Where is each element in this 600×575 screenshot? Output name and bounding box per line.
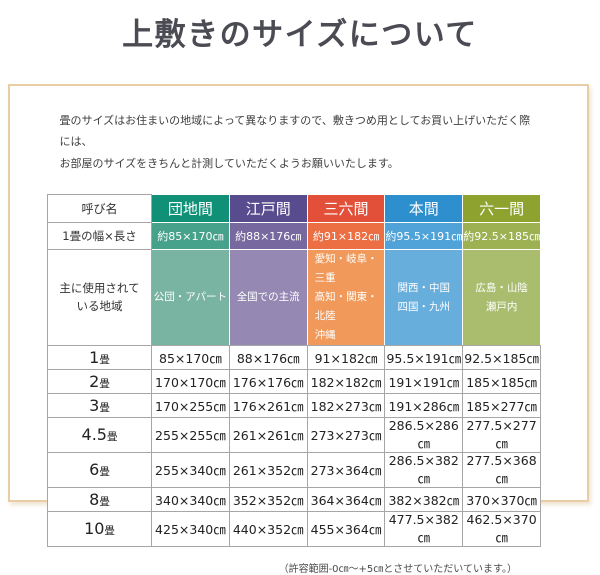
column-header-danchima: 団地間 [151, 194, 230, 224]
region-cell: 全国での主流 [228, 249, 308, 346]
table-header-row: 呼び名 団地間 江戸間 三六間 本間 六一間 [47, 194, 541, 224]
size-cell: 85×170㎝ [151, 344, 230, 370]
column-header-sabuma: 三六間 [306, 194, 386, 224]
tatami-size-cell: 約95.5×191㎝ [384, 222, 464, 251]
column-header-honma: 本間 [384, 194, 464, 224]
tatami-size-cell: 約91×182㎝ [306, 222, 386, 251]
page-title: 上敷きのサイズについて [122, 17, 478, 53]
size-cell: 255×255㎝ [151, 416, 230, 453]
row-label: 主に使用されて いる地域 [47, 249, 152, 346]
size-cell: 92.5×185㎝ [462, 344, 541, 370]
size-cell: 286.5×382㎝ [384, 451, 464, 488]
size-cell: 273×364㎝ [306, 451, 386, 488]
content-frame: 畳のサイズはお住まいの地域によって異なりますので、敷きつめ用としてお買い上げいた… [8, 84, 589, 575]
size-row-3jo: 3畳 170×255㎝ 176×261㎝ 182×273㎝ 191×286㎝ 1… [47, 392, 541, 418]
size-cell: 95.5×191㎝ [384, 344, 464, 370]
size-cell: 170×170㎝ [151, 368, 230, 394]
column-header-edoma: 江戸間 [228, 194, 308, 224]
tatami-size-table: 呼び名 団地間 江戸間 三六間 本間 六一間 1畳の幅×長さ 約85×170㎝ … [47, 194, 541, 547]
tatami-size-cell: 約92.5×185㎝ [462, 222, 541, 251]
size-cell: 191×286㎝ [384, 392, 464, 418]
size-row-6jo: 6畳 255×340㎝ 261×352㎝ 273×364㎝ 286.5×382㎝… [47, 451, 541, 488]
size-cell: 352×352㎝ [228, 486, 308, 512]
size-cell: 176×176㎝ [228, 368, 308, 394]
tatami-width-row: 1畳の幅×長さ 約85×170㎝ 約88×176㎝ 約91×182㎝ 約95.5… [47, 222, 541, 251]
column-header-rokuichima: 六一間 [462, 194, 541, 224]
size-cell: 340×340㎝ [151, 486, 230, 512]
size-cell: 255×340㎝ [151, 451, 230, 488]
size-row-1jo: 1畳 85×170㎝ 88×176㎝ 91×182㎝ 95.5×191㎝ 92.… [47, 344, 541, 370]
size-cell: 277.5×277㎝ [462, 416, 541, 453]
size-cell: 185×277㎝ [462, 392, 541, 418]
region-cell: 広島・山陰 瀬戸内 [462, 249, 541, 346]
region-cell: 公団・アパート [151, 249, 230, 346]
row-label: 4.5畳 [47, 416, 152, 453]
row-label: 1畳の幅×長さ [47, 222, 152, 251]
size-cell: 170×255㎝ [151, 392, 230, 418]
size-row-4-5jo: 4.5畳 255×255㎝ 261×261㎝ 273×273㎝ 286.5×28… [47, 416, 541, 453]
size-cell: 370×370㎝ [462, 486, 541, 512]
region-cell: 関西・中国 四国・九州 [384, 249, 464, 346]
tatami-size-cell: 約85×170㎝ [151, 222, 230, 251]
size-cell: 182×273㎝ [306, 392, 386, 418]
size-cell: 286.5×286㎝ [384, 416, 464, 453]
size-cell: 91×182㎝ [306, 344, 386, 370]
row-label: 2畳 [47, 368, 152, 394]
size-cell: 273×273㎝ [306, 416, 386, 453]
row-label: 8畳 [47, 486, 152, 512]
size-cell: 364×364㎝ [306, 486, 386, 512]
corner-header: 呼び名 [47, 194, 152, 224]
size-cell: 88×176㎝ [228, 344, 308, 370]
size-cell: 261×261㎝ [228, 416, 308, 453]
size-cell: 185×185㎝ [462, 368, 541, 394]
size-cell: 176×261㎝ [228, 392, 308, 418]
size-cell: 382×382㎝ [384, 486, 464, 512]
description-text: 畳のサイズはお住まいの地域によって異なりますので、敷きつめ用としてお買い上げいた… [59, 114, 531, 170]
regions-row: 主に使用されて いる地域 公団・アパート 全国での主流 愛知・岐阜・三重 高知・… [47, 249, 541, 346]
size-cell: 182×182㎝ [306, 368, 386, 394]
row-label: 6畳 [47, 451, 152, 488]
size-row-2jo: 2畳 170×170㎝ 176×176㎝ 182×182㎝ 191×191㎝ 1… [47, 368, 541, 394]
size-cell: 191×191㎝ [384, 368, 464, 394]
size-cell: 277.5×368㎝ [462, 451, 541, 488]
tatami-size-cell: 約88×176㎝ [228, 222, 308, 251]
row-label: 3畳 [47, 392, 152, 418]
size-cell: 261×352㎝ [228, 451, 308, 488]
region-cell: 愛知・岐阜・三重 高知・関東・北陸 沖縄 [306, 249, 386, 346]
tolerance-footnote: （許容範囲-0㎝～+5㎝とさせていただいています。） [278, 563, 517, 575]
row-label: 1畳 [47, 344, 152, 370]
size-row-8jo: 8畳 340×340㎝ 352×352㎝ 364×364㎝ 382×382㎝ 3… [47, 486, 541, 512]
